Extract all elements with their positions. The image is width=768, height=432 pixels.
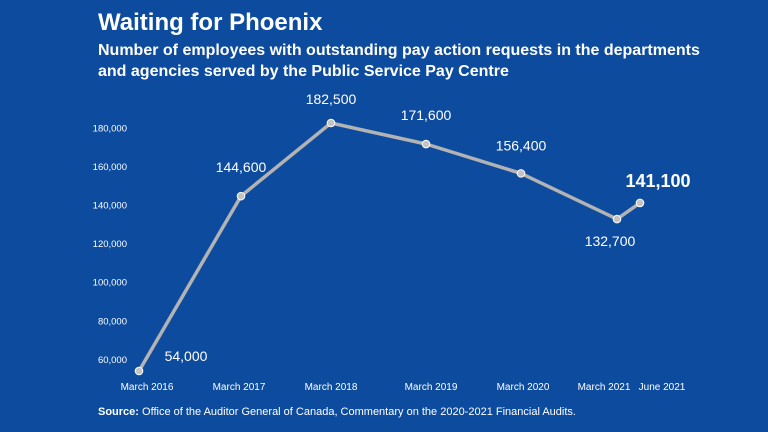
series-line bbox=[137, 121, 642, 373]
data-point bbox=[134, 366, 144, 376]
data-labels: 54,000 144,600 182,500 171,600 156,400 132,70… bbox=[165, 91, 691, 364]
data-label: 54,000 bbox=[165, 348, 208, 364]
source-label: Source: bbox=[98, 406, 139, 418]
y-tick-label: 180,000 bbox=[93, 123, 127, 134]
data-label: 171,600 bbox=[401, 107, 452, 123]
y-tick-label: 100,000 bbox=[93, 278, 127, 289]
x-axis: March 2016 March 2017 March 2018 March 2019… bbox=[121, 382, 686, 393]
x-tick-label: March 2021 bbox=[578, 382, 631, 393]
data-point bbox=[236, 191, 246, 201]
data-point bbox=[421, 139, 431, 149]
y-tick-label: 160,000 bbox=[93, 162, 127, 173]
data-label: 141,100 bbox=[625, 171, 690, 191]
data-label: 144,600 bbox=[216, 159, 267, 175]
source-note: Source: Office of the Auditor General of… bbox=[98, 405, 576, 419]
x-tick-label: March 2017 bbox=[213, 382, 266, 393]
data-point bbox=[516, 169, 526, 178]
data-label: 156,400 bbox=[496, 137, 547, 153]
data-point bbox=[612, 214, 622, 224]
x-tick-label: March 2019 bbox=[405, 382, 458, 393]
y-tick-label: 120,000 bbox=[93, 239, 127, 250]
y-tick-label: 60,000 bbox=[98, 355, 127, 366]
y-tick-label: 80,000 bbox=[98, 316, 127, 327]
x-tick-label: March 2018 bbox=[305, 382, 358, 393]
x-tick-label: June 2021 bbox=[639, 382, 686, 393]
y-axis: 60,000 80,000 100,000 120,000 140,000 160,000… bbox=[93, 123, 127, 366]
data-point bbox=[326, 118, 336, 128]
source-text: Office of the Auditor General of Canada,… bbox=[138, 406, 576, 418]
y-tick-label: 140,000 bbox=[93, 201, 127, 212]
data-point bbox=[635, 198, 645, 208]
series-line-group bbox=[134, 118, 645, 376]
chart-title: Waiting for Phoenix bbox=[98, 9, 323, 36]
data-label: 132,700 bbox=[585, 233, 636, 249]
x-tick-label: March 2016 bbox=[121, 382, 174, 393]
chart-subtitle: Number of employees with outstanding pay… bbox=[98, 42, 700, 80]
data-label: 182,500 bbox=[306, 91, 357, 107]
x-tick-label: March 2020 bbox=[497, 382, 550, 393]
